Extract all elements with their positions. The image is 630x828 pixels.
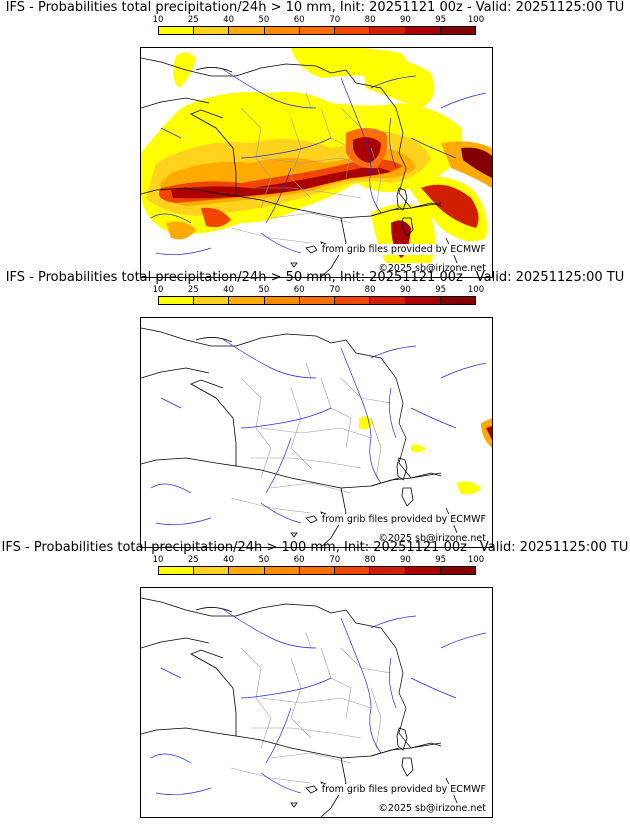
legend-tick: 100	[467, 555, 485, 565]
map-panel-50mm: IFS - Probabilities total precipitation/…	[0, 270, 630, 548]
panel-title: IFS - Probabilities total precipitation/…	[1, 540, 629, 555]
legend-tick: 90	[399, 555, 411, 565]
color-legend-bar	[158, 566, 476, 575]
legend-color-segment	[194, 297, 230, 304]
legend-color-segment	[299, 27, 336, 34]
legend-color-segment	[370, 297, 406, 304]
map-canvas	[141, 48, 492, 277]
probability-map: from grib files provided by ECMWF ©2025 …	[140, 47, 493, 278]
legend-color-segment	[335, 567, 371, 574]
credit-copyright: ©2025 sb@irizone.net	[377, 263, 487, 274]
legend-color-segment	[405, 27, 441, 34]
legend-color-segment	[370, 567, 406, 574]
legend-tick: 60	[293, 555, 305, 565]
legend-color-segment	[194, 567, 230, 574]
legend-color-segment	[264, 567, 300, 574]
legend-tick: 10	[152, 285, 164, 295]
legend-tick: 10	[152, 555, 164, 565]
legend-tick: 40	[223, 555, 235, 565]
legend-color-segment	[194, 27, 230, 34]
legend-color-segment	[264, 27, 300, 34]
legend-color-segment	[405, 297, 441, 304]
legend-tick: 90	[399, 15, 411, 25]
legend-ticks: 10 25 40 50 60 70 80 90 95 100	[153, 15, 485, 25]
legend-color-segment	[335, 27, 371, 34]
legend-tick: 10	[152, 15, 164, 25]
legend-tick: 60	[293, 15, 305, 25]
legend-color-segment	[405, 567, 441, 574]
probability-map: from grib files provided by ECMWF ©2025 …	[140, 317, 493, 548]
map-panel-100mm: IFS - Probabilities total precipitation/…	[0, 540, 630, 818]
map-canvas	[141, 327, 492, 547]
legend-color-segment	[440, 27, 475, 34]
legend-color-segment	[370, 27, 406, 34]
legend-tick: 40	[223, 285, 235, 295]
credit-source: from grib files provided by ECMWF	[320, 514, 487, 525]
legend-tick: 80	[364, 555, 376, 565]
legend-tick: 95	[435, 15, 447, 25]
legend-tick: 25	[187, 555, 199, 565]
legend-tick: 90	[399, 285, 411, 295]
legend-color-segment	[229, 567, 265, 574]
legend-tick: 50	[258, 285, 270, 295]
legend-color-segment	[440, 297, 475, 304]
credit-source: from grib files provided by ECMWF	[320, 784, 487, 795]
legend-ticks: 10 25 40 50 60 70 80 90 95 100	[153, 555, 485, 565]
legend-tick: 25	[187, 15, 199, 25]
probability-map: from grib files provided by ECMWF ©2025 …	[140, 587, 493, 818]
legend-color-segment	[299, 297, 336, 304]
legend-tick: 100	[467, 285, 485, 295]
legend-color-segment	[299, 567, 336, 574]
legend-color-segment	[264, 297, 300, 304]
legend-tick: 80	[364, 285, 376, 295]
legend-color-segment	[159, 27, 195, 34]
legend-tick: 70	[329, 555, 341, 565]
color-legend-bar	[158, 26, 476, 35]
legend-color-segment	[335, 297, 371, 304]
credit-source: from grib files provided by ECMWF	[320, 244, 487, 255]
legend-tick: 60	[293, 285, 305, 295]
color-legend-bar	[158, 296, 476, 305]
legend-tick: 70	[329, 285, 341, 295]
legend-color-segment	[159, 567, 195, 574]
legend-color-segment	[229, 297, 265, 304]
legend-tick: 95	[435, 555, 447, 565]
credit-copyright: ©2025 sb@irizone.net	[377, 533, 487, 544]
legend-tick: 50	[258, 555, 270, 565]
legend-ticks: 10 25 40 50 60 70 80 90 95 100	[153, 285, 485, 295]
panel-title: IFS - Probabilities total precipitation/…	[5, 270, 625, 285]
precip-probability-area	[359, 416, 492, 495]
legend-tick: 40	[223, 15, 235, 25]
credit-copyright: ©2025 sb@irizone.net	[377, 803, 487, 814]
map-panel-10mm: IFS - Probabilities total precipitation/…	[0, 0, 630, 278]
legend-color-segment	[440, 567, 475, 574]
legend-color-segment	[229, 27, 265, 34]
legend-color-segment	[159, 297, 195, 304]
legend-tick: 100	[467, 15, 485, 25]
legend-tick: 95	[435, 285, 447, 295]
legend-tick: 80	[364, 15, 376, 25]
panel-title: IFS - Probabilities total precipitation/…	[5, 0, 625, 15]
legend-tick: 70	[329, 15, 341, 25]
legend-tick: 50	[258, 15, 270, 25]
legend-tick: 25	[187, 285, 199, 295]
map-canvas	[141, 597, 487, 817]
